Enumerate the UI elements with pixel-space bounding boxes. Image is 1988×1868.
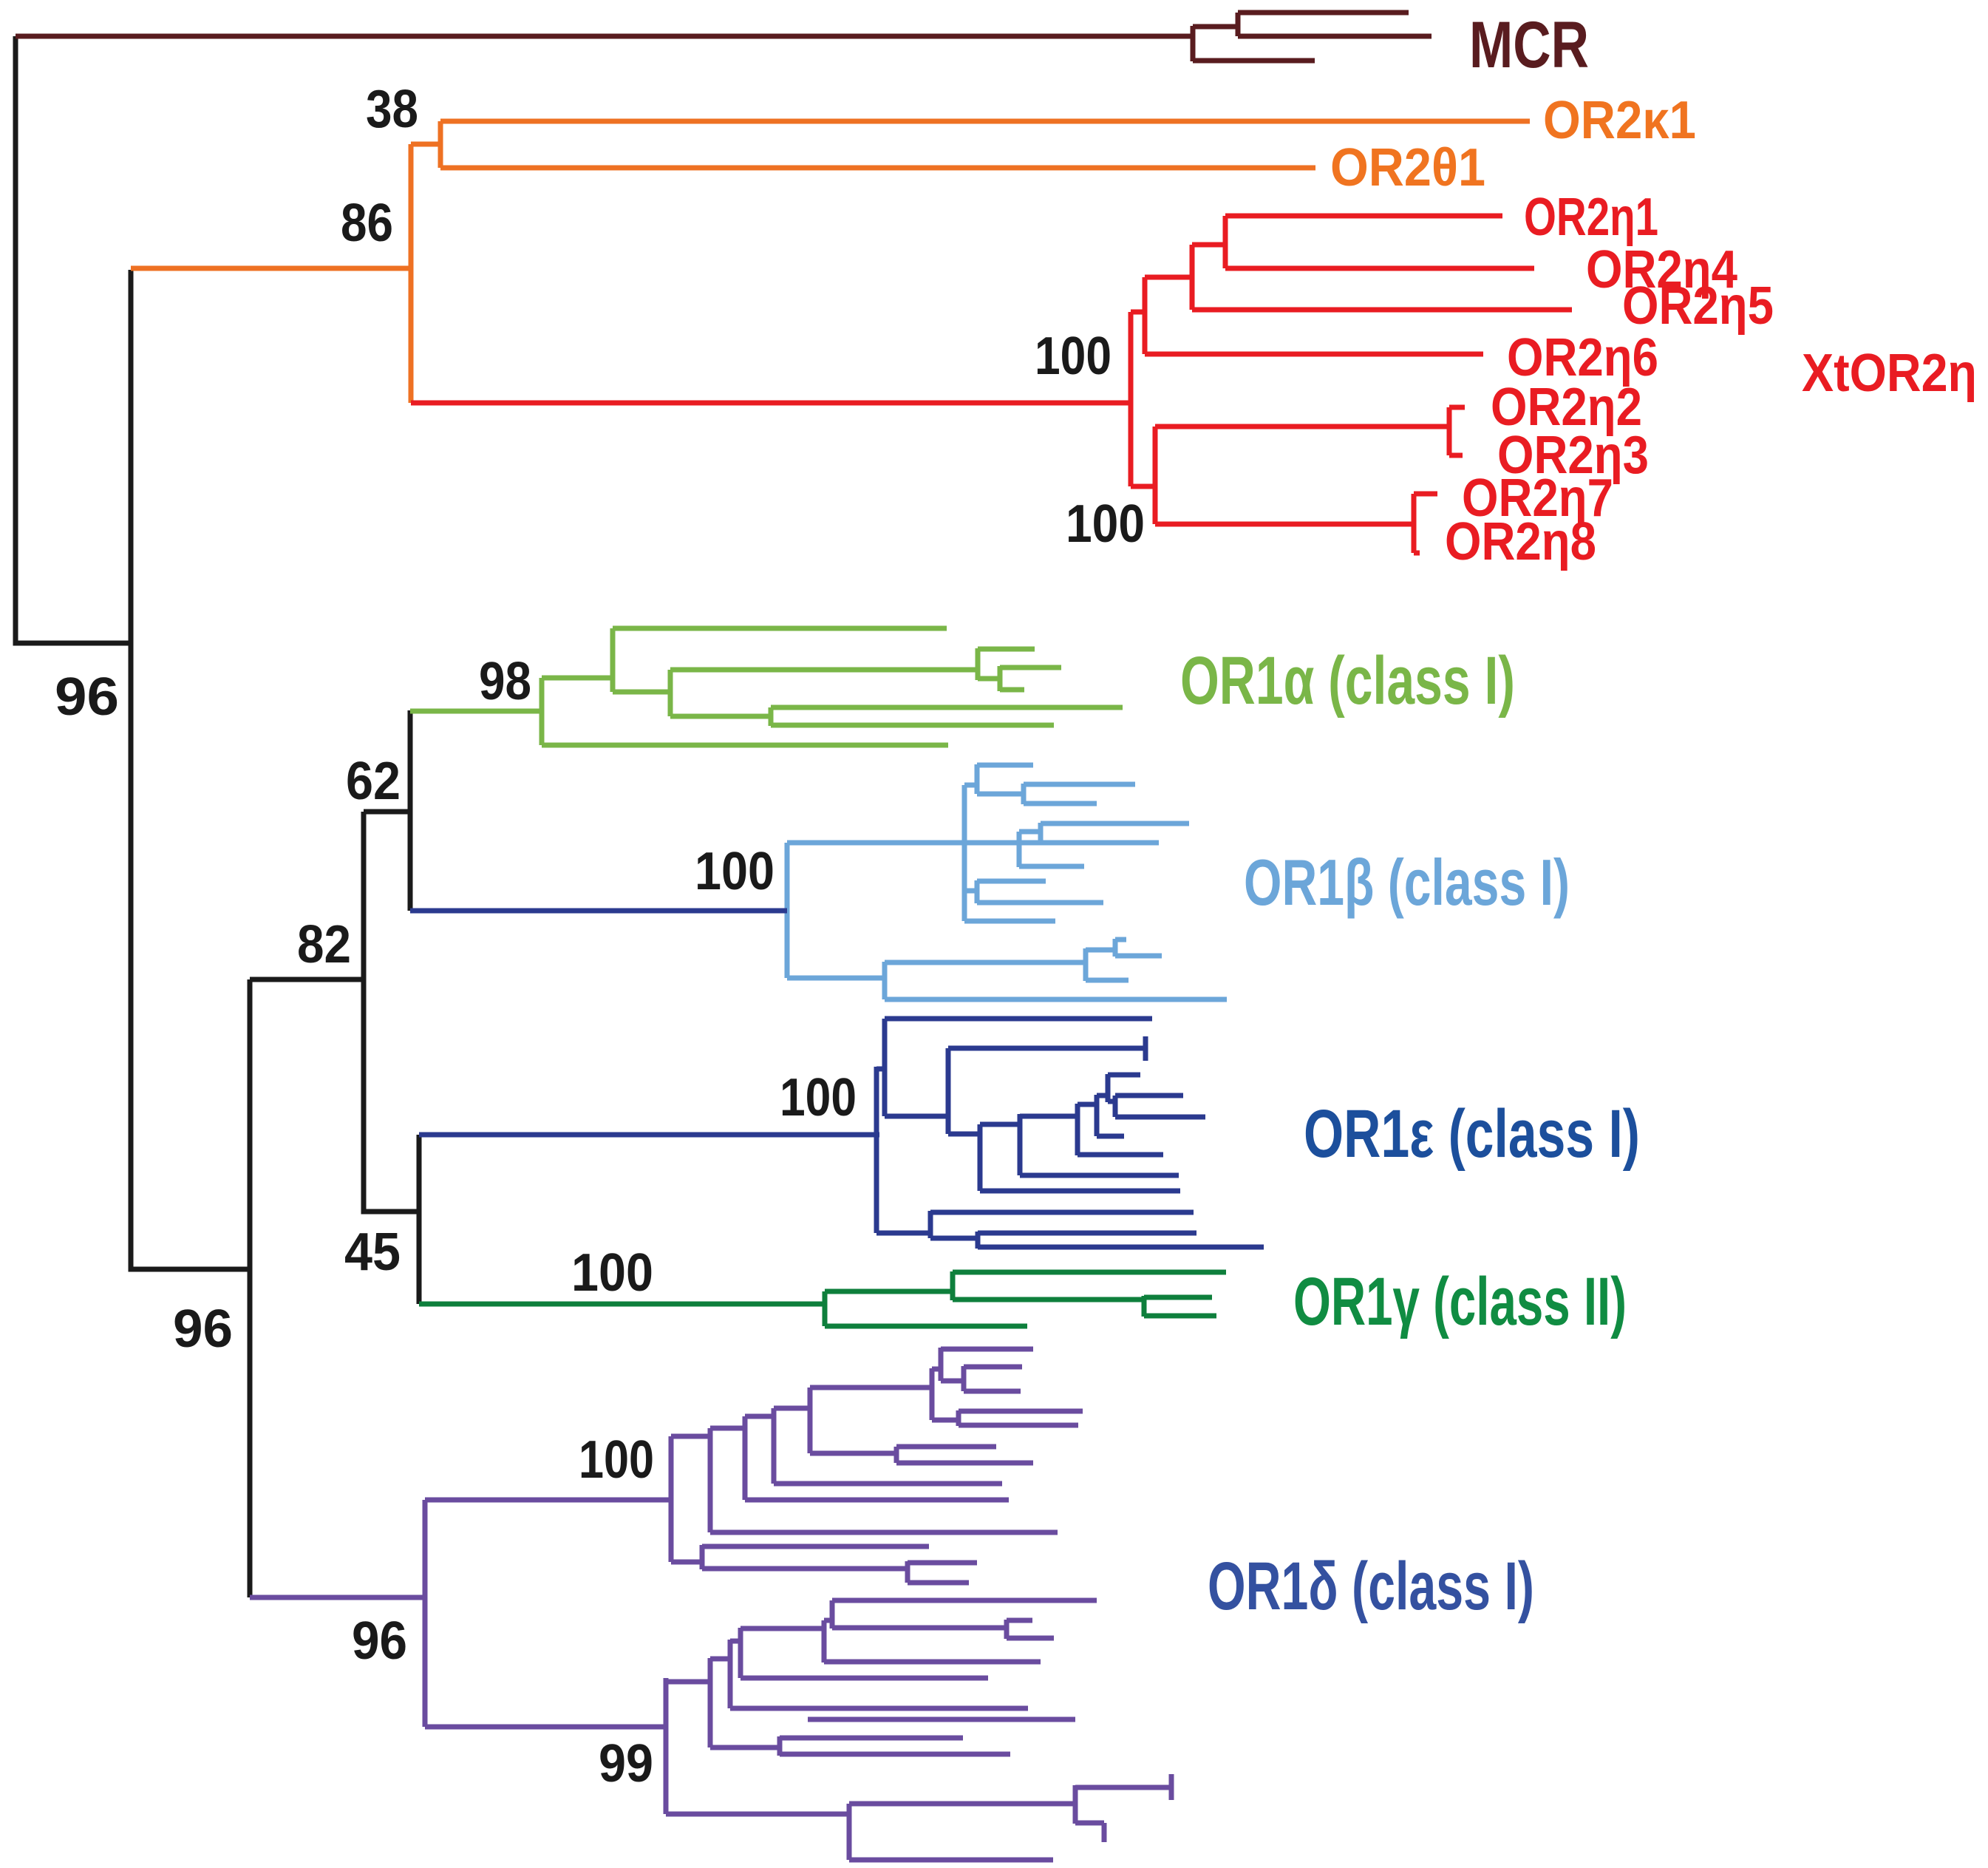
svg-text:OR1β (class I): OR1β (class I) [1244,846,1570,919]
svg-text:OR1ε (class I): OR1ε (class I) [1304,1096,1640,1172]
svg-text:OR2η3: OR2η3 [1497,426,1649,485]
svg-text:OR1α (class I): OR1α (class I) [1180,643,1515,719]
svg-text:100: 100 [780,1068,857,1127]
svg-text:OR2θ1: OR2θ1 [1330,138,1485,197]
svg-text:MCR: MCR [1469,7,1589,81]
svg-text:XtOR2η: XtOR2η [1802,344,1977,403]
svg-text:98: 98 [479,652,531,711]
svg-text:OR2η4: OR2η4 [1586,240,1737,299]
svg-text:100: 100 [1035,327,1112,386]
svg-text:100: 100 [571,1243,653,1302]
svg-text:82: 82 [297,915,351,974]
svg-text:OR2η8: OR2η8 [1445,512,1596,571]
svg-text:OR2η5: OR2η5 [1622,276,1774,336]
svg-text:100: 100 [1066,495,1145,554]
svg-text:38: 38 [366,80,418,139]
svg-text:OR1γ (class II): OR1γ (class II) [1293,1264,1627,1339]
svg-text:OR2κ1: OR2κ1 [1543,91,1696,150]
svg-text:62: 62 [346,752,401,811]
svg-text:86: 86 [341,194,393,253]
svg-text:96: 96 [173,1300,233,1359]
svg-text:96: 96 [55,668,119,727]
svg-text:100: 100 [695,842,775,901]
svg-text:OR2η7: OR2η7 [1462,469,1613,528]
svg-text:OR2η2: OR2η2 [1491,378,1642,437]
svg-text:OR2η6: OR2η6 [1507,328,1658,387]
svg-text:OR2η1: OR2η1 [1524,188,1658,247]
svg-text:100: 100 [579,1430,654,1490]
svg-text:OR1δ (class I): OR1δ (class I) [1208,1549,1534,1624]
svg-text:99: 99 [599,1734,653,1793]
svg-text:45: 45 [344,1223,401,1282]
svg-text:96: 96 [352,1611,407,1671]
